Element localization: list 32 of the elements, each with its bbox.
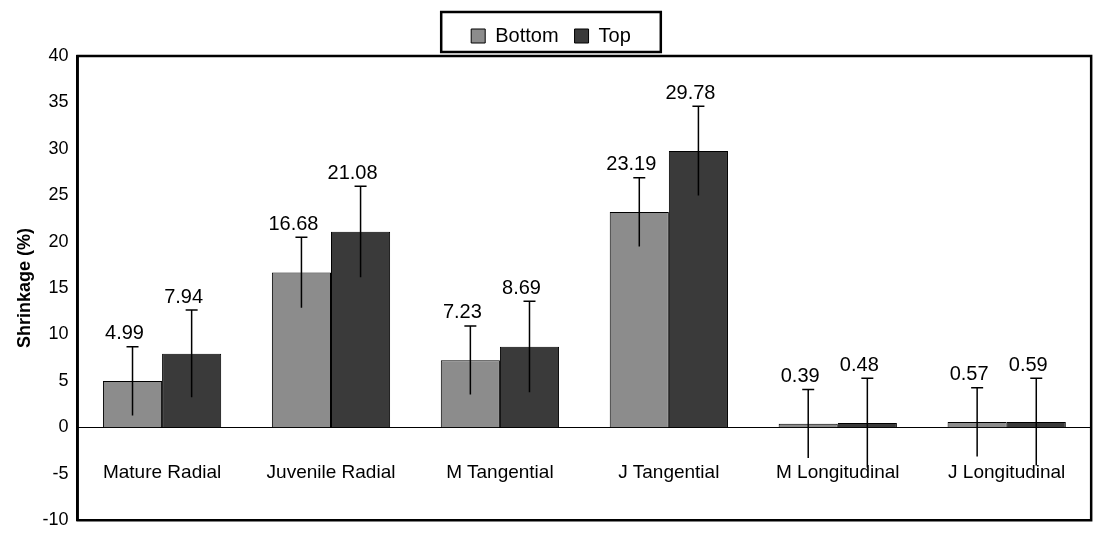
x-tick-label: J Longitudinal (948, 460, 1066, 482)
data-label: 0.39 (780, 363, 820, 386)
y-tick-label: 20 (48, 230, 69, 251)
legend-label: Bottom (495, 23, 559, 46)
y-tick-label: 10 (48, 323, 69, 344)
data-label: 7.23 (442, 300, 482, 323)
x-tick-label: Juvenile Radial (266, 460, 396, 482)
y-tick-label: 25 (48, 184, 69, 205)
y-tick-label: 5 (58, 369, 69, 390)
data-label: 21.08 (327, 160, 378, 183)
data-label: 0.59 (1008, 352, 1048, 375)
y-tick-label: -5 (52, 462, 69, 483)
y-tick-label: -10 (42, 509, 69, 530)
y-tick-label: 30 (48, 137, 69, 158)
data-label: 8.69 (502, 275, 541, 298)
y-axis-title: Shrinkage (%) (13, 228, 34, 349)
data-label: 0.57 (949, 362, 989, 385)
data-label: 7.94 (164, 284, 204, 307)
data-label: 0.48 (839, 352, 879, 375)
data-label: 16.68 (268, 211, 319, 234)
x-tick-label: Mature Radial (102, 460, 222, 482)
x-tick-label: M Tangential (446, 460, 554, 482)
x-tick-label: M Longitudinal (775, 460, 900, 482)
y-tick-label: 40 (48, 44, 69, 65)
data-label: 23.19 (606, 152, 657, 175)
x-tick-label: J Tangential (618, 460, 720, 482)
data-label: 4.99 (105, 321, 144, 344)
legend-label: Top (598, 23, 631, 46)
data-label: 29.78 (665, 80, 716, 103)
y-tick-label: 35 (48, 91, 69, 112)
y-tick-label: 0 (58, 416, 69, 437)
y-tick-label: 15 (48, 277, 69, 298)
